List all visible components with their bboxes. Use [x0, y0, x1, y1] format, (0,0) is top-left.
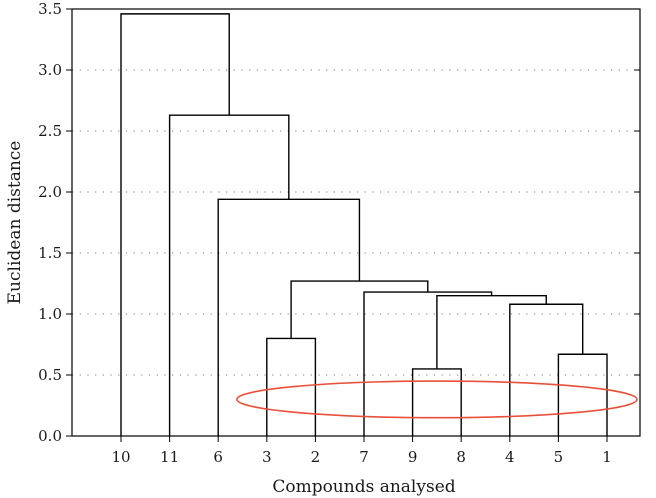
dendrogram-link [436, 295, 547, 369]
dendrogram-links [120, 13, 608, 436]
x-axis: 10 11 6 3 2 7 9 8 4 5 1 [111, 436, 612, 466]
y-tick-label: 2.0 [38, 183, 62, 201]
plot-frame [71, 8, 641, 437]
x-axis-title: Compounds analysed [272, 477, 455, 497]
leaf-label: 5 [554, 448, 564, 466]
leaf-label: 10 [111, 448, 130, 466]
dendrogram-link [120, 13, 230, 436]
leaf-label: 7 [359, 448, 369, 466]
leaf-label: 9 [408, 448, 418, 466]
y-tick-label: 3.0 [38, 61, 62, 79]
leaf-label: 4 [505, 448, 515, 466]
grid-lines [72, 69, 640, 376]
dendrogram-link [411, 368, 462, 436]
leaf-label: 2 [311, 448, 321, 466]
leaf-label: 8 [456, 448, 466, 466]
y-tick-label: 0.0 [38, 427, 62, 445]
y-axis-title: Euclidean distance [5, 141, 25, 305]
y-tick-label: 0.5 [38, 366, 62, 384]
leaf-label: 1 [602, 448, 612, 466]
leaf-label: 11 [160, 448, 179, 466]
y-tick-label: 1.0 [38, 305, 62, 323]
y-tick-label: 1.5 [38, 244, 62, 262]
y-tick-label: 3.5 [38, 0, 62, 18]
dendrogram-link [217, 198, 361, 436]
leaf-label: 6 [213, 448, 223, 466]
highlight-ellipse [235, 380, 638, 419]
leaf-label: 3 [262, 448, 272, 466]
highlight-layer [235, 380, 638, 419]
dendrogram-link [557, 353, 608, 436]
y-axis: 0.0 0.5 1.0 1.5 2.0 2.5 3.0 3.5 [38, 0, 640, 445]
dendrogram-link [290, 280, 429, 339]
y-tick-label: 2.5 [38, 122, 62, 140]
dendrogram-link [168, 114, 290, 436]
